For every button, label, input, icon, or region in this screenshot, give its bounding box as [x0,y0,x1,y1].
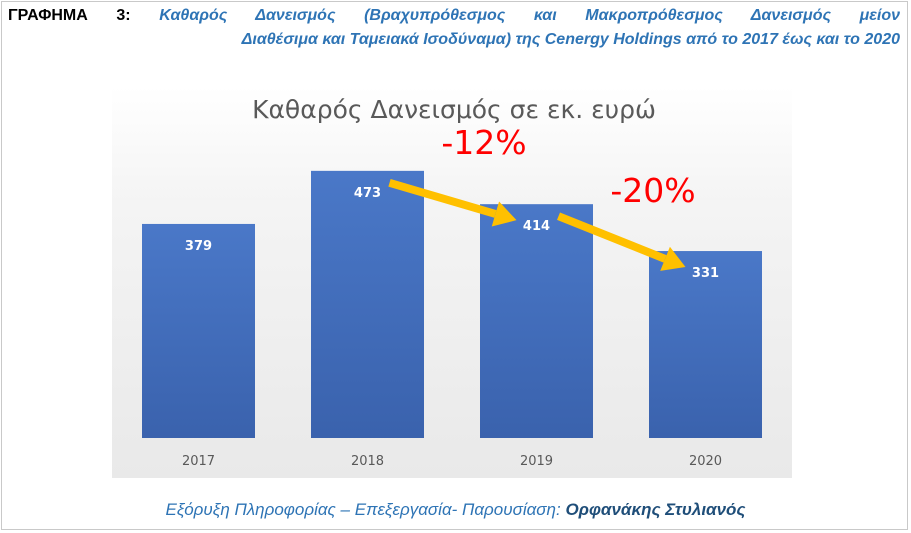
bar-2018 [311,170,424,438]
x-axis-ticks: 2017 2018 2019 2020 [182,454,722,469]
chart-title: Καθαρός Δανεισμός σε εκ. ευρώ [252,95,656,124]
decline-arrow-2-shaft [557,212,667,263]
bar-chart: Καθαρός Δανεισμός σε εκ. ευρώ 3794734143… [142,95,762,469]
annotations-layer: -12% -20% [388,123,696,271]
decline-arrow-1-shaft [388,179,497,218]
decline-arrow-2-head [660,246,686,271]
caption-line-1: ΓΡΑΦΗΜΑ 3: Καθαρός Δανεισμός (Βραχυπρόθε… [8,4,900,28]
footer-text: Εξόρυξη Πληροφορίας – Επεξεργασία- Παρου… [165,500,566,519]
data-label-2019: 414 [523,219,550,234]
caption-line-2: Διαθέσιμα και Ταμειακά Ισοδύναμα) της Ce… [241,31,900,48]
bar-2020 [649,251,762,438]
decline-arrow-2 [557,212,686,271]
x-tick-2019: 2019 [520,454,553,469]
data-label-2017: 379 [185,239,212,254]
caption-text-1: Καθαρός Δανεισμός (Βραχυπρόθεσμος και Μα… [159,7,901,24]
bars-layer [142,170,762,438]
annotation-1: -12% [441,123,526,162]
figure-footer: Εξόρυξη Πληροφορίας – Επεξεργασία- Παρου… [0,500,911,520]
annotation-2: -20% [610,171,695,210]
x-tick-2018: 2018 [351,454,384,469]
x-tick-2017: 2017 [182,454,215,469]
data-labels-layer: 379 473 414 331 [185,186,719,281]
caption-label: ΓΡΑΦΗΜΑ 3: [8,7,131,24]
footer-author: Ορφανάκης Στυλιανός [565,500,746,519]
figure-caption: ΓΡΑΦΗΜΑ 3: Καθαρός Δανεισμός (Βραχυπρόθε… [8,4,900,52]
data-label-2020: 331 [692,266,719,281]
x-tick-2020: 2020 [689,454,722,469]
decline-arrow-1-head [491,201,517,227]
decline-arrow-1 [388,179,517,227]
bar-2017 [142,223,255,438]
data-label-2018: 473 [354,186,381,201]
bar-2019 [480,204,593,438]
chart-area: Καθαρός Δανεισμός σε εκ. ευρώ 379 473 414 3… [112,86,792,478]
